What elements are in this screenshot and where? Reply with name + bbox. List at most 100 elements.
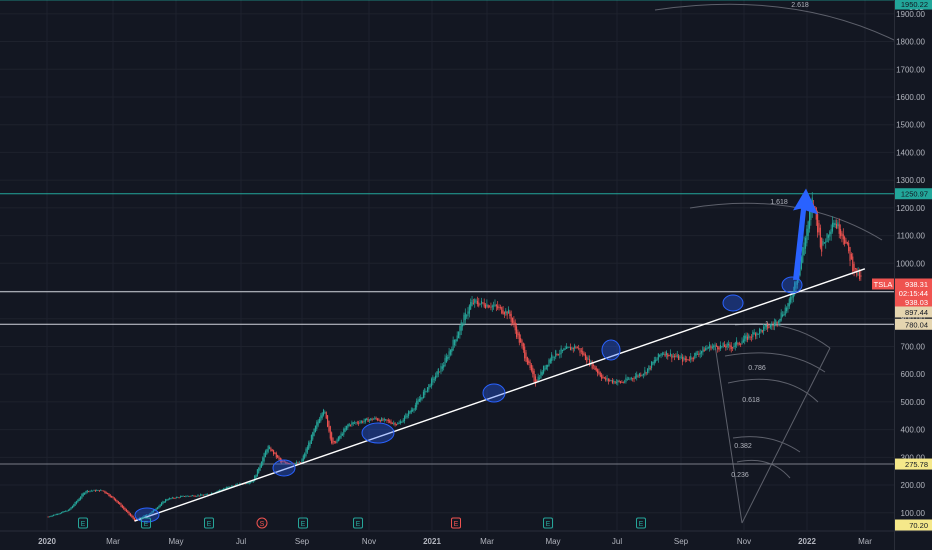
candle	[594, 365, 596, 370]
candle	[155, 508, 157, 511]
candle	[341, 433, 343, 436]
candle	[81, 494, 83, 499]
candle	[169, 498, 171, 500]
candle	[636, 374, 638, 378]
candle	[301, 459, 303, 463]
y-tick-label: 700.00	[901, 342, 926, 351]
candle	[144, 514, 146, 517]
candle	[325, 412, 327, 419]
candle	[607, 378, 609, 382]
candle	[567, 347, 569, 348]
candle	[270, 447, 272, 452]
candle	[387, 420, 389, 421]
candle	[744, 335, 746, 342]
candle	[305, 449, 307, 456]
candle	[503, 312, 505, 315]
candle	[339, 436, 341, 439]
candle	[417, 399, 419, 405]
candle	[629, 378, 631, 380]
candle	[723, 344, 726, 347]
candle	[676, 354, 678, 357]
candle	[57, 514, 59, 515]
event-marker-label: E	[639, 521, 644, 528]
candle	[78, 498, 80, 502]
candle	[268, 447, 271, 449]
candle	[66, 510, 68, 512]
candle	[568, 346, 570, 348]
time-axis[interactable]: 2020 Mar May Jul Sep Nov 2021 Mar May Jul Sep Nov 20…	[0, 530, 932, 546]
candle	[316, 422, 318, 429]
candle	[821, 237, 823, 252]
candle	[329, 426, 331, 439]
candle	[541, 372, 543, 375]
candle	[202, 494, 204, 496]
candle	[263, 453, 265, 462]
candle	[783, 314, 785, 316]
candle	[740, 343, 742, 345]
candle	[379, 419, 381, 422]
candle	[75, 501, 78, 504]
x-tick-label: Mar	[480, 537, 494, 546]
candle	[90, 490, 92, 492]
candle	[826, 233, 828, 243]
candle	[102, 490, 105, 492]
candle	[89, 490, 91, 492]
candle	[687, 359, 689, 361]
candle	[398, 422, 400, 424]
candle	[452, 339, 454, 351]
candle	[479, 303, 481, 305]
candle	[182, 495, 184, 497]
y-tick-label: 1100.00	[897, 232, 926, 241]
candle	[543, 366, 545, 374]
candle	[348, 423, 350, 427]
fib-arc-0618	[727, 378, 819, 403]
candle	[834, 223, 836, 225]
candle	[673, 356, 676, 358]
candle	[84, 492, 86, 495]
candle	[565, 346, 568, 349]
candle	[591, 361, 593, 369]
candle	[571, 347, 573, 349]
candle	[694, 352, 696, 359]
candle	[806, 228, 808, 244]
candle	[749, 336, 751, 338]
candle	[655, 359, 657, 362]
candle	[634, 376, 636, 379]
candle	[557, 354, 559, 356]
split-marker-icon	[256, 517, 268, 529]
arrow-icon	[793, 188, 818, 280]
candle	[486, 304, 488, 307]
candle	[286, 462, 288, 464]
x-tick-label: May	[545, 537, 560, 546]
candle	[453, 339, 456, 346]
candle	[262, 457, 264, 465]
candle	[208, 494, 210, 496]
candle	[753, 332, 755, 335]
candle	[97, 490, 99, 491]
candle	[626, 379, 628, 381]
candle	[177, 497, 179, 498]
candle	[67, 509, 69, 512]
candle	[559, 353, 561, 355]
candle	[688, 359, 690, 361]
candle	[313, 428, 315, 436]
candle	[572, 347, 574, 349]
candle	[304, 453, 306, 459]
candle	[281, 459, 283, 463]
candle	[617, 380, 619, 383]
y-tick-label: 1800.00	[896, 38, 925, 47]
x-tick-label: Mar	[106, 537, 120, 546]
candle	[447, 357, 449, 360]
candle	[757, 333, 759, 335]
candle	[308, 442, 310, 450]
candle	[578, 347, 580, 349]
candle	[142, 516, 144, 518]
candle	[317, 420, 319, 426]
candle	[795, 281, 797, 289]
candle	[556, 353, 558, 356]
candle	[306, 446, 308, 453]
candle	[538, 377, 541, 379]
candle	[409, 411, 411, 414]
